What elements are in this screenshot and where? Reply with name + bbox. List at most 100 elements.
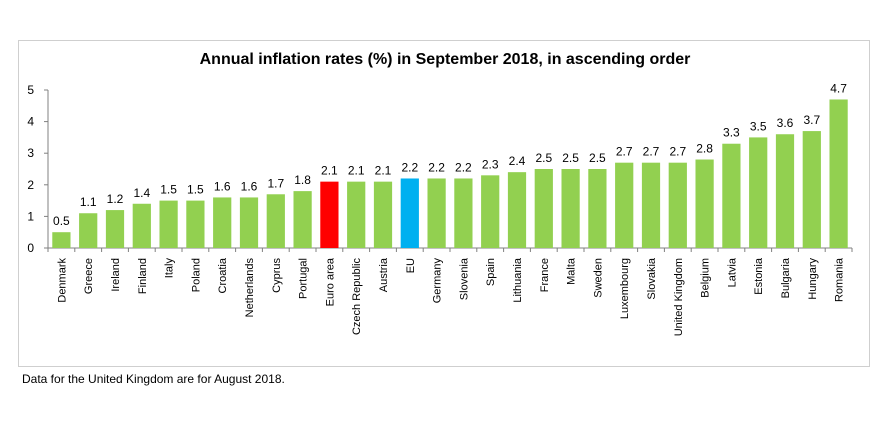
bar bbox=[454, 178, 473, 248]
y-tick-label: 2 bbox=[27, 178, 34, 192]
bar bbox=[829, 99, 848, 248]
bar-value-label: 2.5 bbox=[535, 151, 552, 165]
bar-value-label: 2.2 bbox=[401, 160, 418, 174]
bar bbox=[668, 162, 687, 248]
bar bbox=[52, 232, 71, 248]
bar-value-label: 4.7 bbox=[830, 81, 847, 95]
bar bbox=[132, 203, 151, 248]
bar bbox=[320, 181, 339, 248]
category-label: Belgium bbox=[700, 258, 712, 298]
y-tick-label: 5 bbox=[27, 83, 34, 97]
category-label: United Kingdom bbox=[673, 258, 685, 336]
bar bbox=[481, 175, 500, 248]
category-label: Slovenia bbox=[458, 257, 470, 300]
bar-value-label: 2.7 bbox=[669, 145, 686, 159]
bar-value-label: 2.2 bbox=[455, 160, 472, 174]
bar-value-label: 1.6 bbox=[214, 179, 231, 193]
bar bbox=[347, 181, 366, 248]
bar-value-label: 1.7 bbox=[267, 176, 284, 190]
inflation-bar-chart: Annual inflation rates (%) in September … bbox=[27, 51, 853, 336]
bar-value-label: 0.5 bbox=[53, 214, 70, 228]
bar-value-label: 2.1 bbox=[321, 164, 338, 178]
category-label: Euro area bbox=[324, 257, 336, 306]
category-label: Italy bbox=[164, 258, 176, 279]
bar-value-label: 2.7 bbox=[643, 145, 660, 159]
category-label: Latvia bbox=[726, 257, 738, 287]
value-labels: 0.5 1.1 1.2 1.4 1.5 1.5 1.6 1.6 1.7 1.8 2.1 2.1 2.1 2… bbox=[53, 81, 847, 228]
bar-value-label: 2.7 bbox=[616, 145, 633, 159]
bar bbox=[561, 169, 580, 248]
bar bbox=[79, 213, 98, 248]
bar bbox=[373, 181, 393, 248]
bar bbox=[749, 137, 768, 248]
bar bbox=[427, 178, 446, 248]
bar bbox=[775, 134, 795, 248]
category-label: EU bbox=[405, 258, 417, 273]
bar-value-label: 3.5 bbox=[750, 119, 767, 133]
category-label: Austria bbox=[378, 257, 390, 292]
bar bbox=[695, 159, 714, 248]
category-label: Ireland bbox=[110, 258, 122, 292]
bar-value-label: 3.6 bbox=[777, 116, 794, 130]
bar bbox=[105, 210, 125, 248]
bar-value-label: 1.2 bbox=[107, 192, 124, 206]
bar-value-label: 1.1 bbox=[80, 195, 97, 209]
y-tick-label: 3 bbox=[27, 146, 34, 160]
bar-value-label: 2.5 bbox=[589, 151, 606, 165]
category-label: Spain bbox=[485, 258, 497, 286]
bar bbox=[186, 200, 205, 248]
chart-title: Annual inflation rates (%) in September … bbox=[200, 51, 691, 68]
category-label: Romania bbox=[834, 257, 846, 302]
category-label: Hungary bbox=[807, 258, 819, 300]
bar-value-label: 1.5 bbox=[187, 183, 204, 197]
bar bbox=[615, 162, 634, 248]
bar bbox=[400, 178, 419, 248]
bar-value-label: 2.8 bbox=[696, 142, 713, 156]
bar-value-label: 1.5 bbox=[160, 183, 177, 197]
footnote: Data for the United Kingdom are for Augu… bbox=[22, 372, 285, 386]
category-label: Sweden bbox=[592, 258, 604, 298]
category-label: Netherlands bbox=[244, 258, 256, 318]
category-label: Cyprus bbox=[271, 258, 283, 293]
bar-value-label: 3.3 bbox=[723, 126, 740, 140]
bar-value-label: 2.4 bbox=[509, 154, 526, 168]
bar-value-label: 1.4 bbox=[133, 186, 150, 200]
bar bbox=[266, 194, 285, 248]
bar-value-label: 1.6 bbox=[241, 179, 258, 193]
bar bbox=[239, 197, 259, 248]
category-label: Czech Republic bbox=[351, 258, 363, 336]
bar bbox=[159, 200, 178, 248]
y-tick-label: 1 bbox=[27, 209, 34, 223]
category-label: Slovakia bbox=[646, 257, 658, 299]
bar bbox=[722, 143, 741, 248]
bar bbox=[534, 169, 553, 248]
bar bbox=[507, 172, 527, 248]
bar-value-label: 2.5 bbox=[562, 151, 579, 165]
category-label: Denmark bbox=[56, 258, 68, 303]
bar bbox=[641, 162, 661, 248]
category-label: Estonia bbox=[753, 257, 765, 295]
bar-value-label: 2.2 bbox=[428, 160, 445, 174]
category-labels: Denmark Greece Ireland Finland Italy Poland Cr… bbox=[56, 257, 845, 336]
bar-value-label: 2.3 bbox=[482, 157, 499, 171]
category-label: Croatia bbox=[217, 257, 229, 293]
category-label: Greece bbox=[83, 258, 95, 294]
category-label: Finland bbox=[137, 258, 149, 294]
category-label: France bbox=[539, 258, 551, 292]
category-label: Malta bbox=[566, 257, 578, 285]
category-label: Portugal bbox=[298, 258, 310, 299]
y-tick-label: 0 bbox=[27, 241, 34, 255]
chart-axes: 0 1 2 3 4 5 bbox=[27, 83, 853, 255]
category-label: Bulgaria bbox=[780, 257, 792, 298]
bar-value-label: 2.1 bbox=[348, 164, 365, 178]
bar bbox=[293, 191, 312, 248]
bar-value-label: 2.1 bbox=[375, 164, 392, 178]
bar bbox=[802, 131, 821, 248]
y-tick-label: 4 bbox=[27, 115, 34, 129]
bar-value-label: 3.7 bbox=[803, 113, 820, 127]
category-label: Poland bbox=[190, 258, 202, 292]
bar bbox=[213, 197, 232, 248]
chart-frame bbox=[18, 40, 870, 367]
category-label: Luxembourg bbox=[619, 258, 631, 319]
bar-series bbox=[52, 99, 848, 248]
